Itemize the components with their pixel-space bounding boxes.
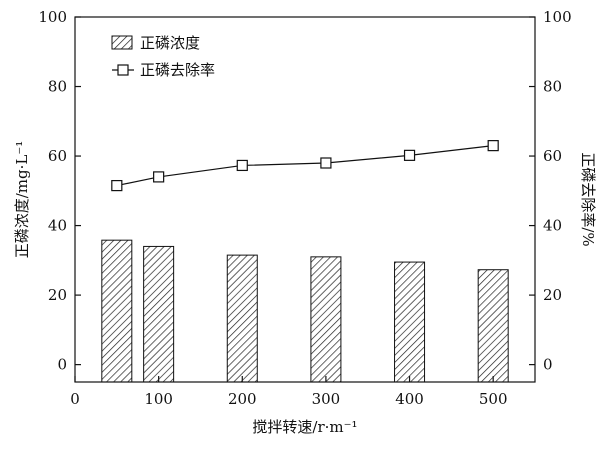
legend-label-bar: 正磷浓度 xyxy=(140,34,200,52)
x-tick-label: 200 xyxy=(228,390,257,408)
bar-series xyxy=(101,239,509,383)
right-y-tick-label: 40 xyxy=(543,217,562,235)
bar xyxy=(310,256,342,383)
series-line xyxy=(116,145,494,187)
data-point-marker xyxy=(320,157,332,169)
left-y-tick-label: 100 xyxy=(38,8,67,26)
legend-marker-swatch xyxy=(117,64,129,76)
x-ticks: 0 100 200 300 400 500 xyxy=(70,376,508,408)
data-point-marker xyxy=(403,149,416,161)
right-y-tick-label: 80 xyxy=(543,78,562,96)
data-point-marker xyxy=(153,171,165,183)
x-tick-label: 100 xyxy=(144,390,173,408)
plot-area-frame xyxy=(74,16,536,383)
bar xyxy=(143,245,175,383)
bar xyxy=(226,254,258,383)
right-y-tick-label: 100 xyxy=(543,8,572,26)
x-axis-title: 搅拌转速/r·m⁻¹ xyxy=(252,418,357,436)
data-point-marker xyxy=(236,159,248,172)
bar xyxy=(101,239,133,383)
legend-label-line: 正磷去除率 xyxy=(140,61,215,79)
right-y-tick-label: 0 xyxy=(543,356,553,374)
x-tick-label: 0 xyxy=(70,390,80,408)
bar xyxy=(477,269,509,383)
left-y-tick-label: 60 xyxy=(48,147,67,165)
data-point-marker xyxy=(111,179,123,192)
right-y-tick-label: 60 xyxy=(543,147,562,165)
x-tick-label: 300 xyxy=(312,390,341,408)
legend-bar-swatch xyxy=(111,35,133,50)
right-y-axis-title: 正磷去除率/% xyxy=(579,152,597,246)
left-y-axis-title: 正磷浓度/mg·L⁻¹ xyxy=(13,141,31,259)
x-tick-label: 400 xyxy=(395,390,424,408)
x-tick-label: 500 xyxy=(479,390,508,408)
bar xyxy=(394,261,426,383)
line-series xyxy=(111,140,499,192)
data-point-marker xyxy=(487,140,499,152)
left-y-tick-label: 20 xyxy=(48,286,67,304)
left-y-ticks: 0 20 40 60 80 100 xyxy=(38,8,81,374)
left-y-tick-label: 80 xyxy=(48,78,67,96)
right-y-ticks: 0 20 40 60 80 100 xyxy=(529,8,572,374)
left-y-tick-label: 0 xyxy=(57,356,67,374)
right-y-tick-label: 20 xyxy=(543,286,562,304)
left-y-tick-label: 40 xyxy=(48,217,67,235)
